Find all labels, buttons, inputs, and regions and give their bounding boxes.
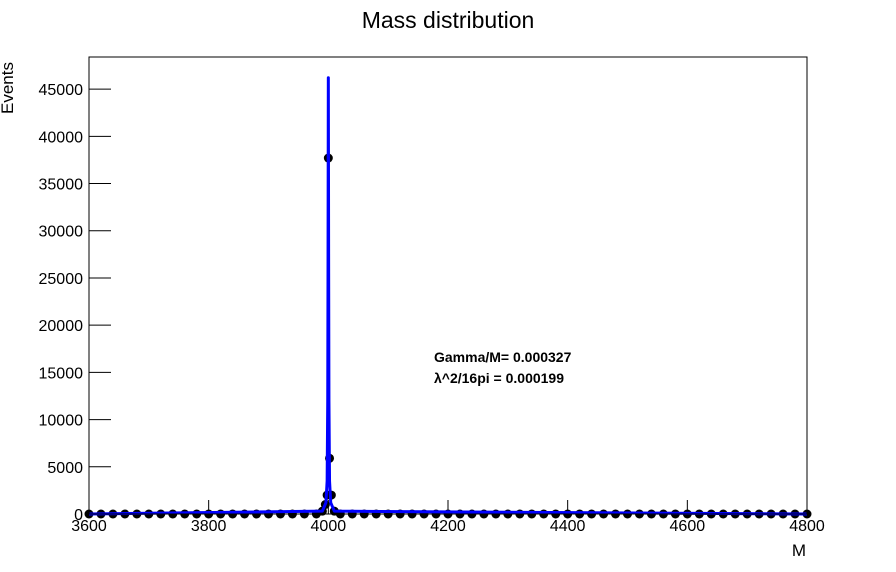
y-tick-label: 30000 — [39, 224, 84, 241]
x-tick-label: 4000 — [311, 518, 347, 535]
x-tick-label: 3600 — [71, 518, 107, 535]
y-tick-label: 40000 — [39, 129, 84, 146]
x-tick-label: 3800 — [191, 518, 227, 535]
x-tick-label: 4400 — [550, 518, 586, 535]
frame — [88, 56, 808, 515]
y-tick-label: 20000 — [39, 318, 84, 335]
x-tick-label: 4200 — [430, 518, 466, 535]
annotation: λ^2/16pi = 0.000199 — [434, 370, 564, 386]
y-tick-label: 10000 — [39, 413, 84, 430]
y-tick-label: 5000 — [47, 460, 83, 477]
y-tick-label: 0 — [74, 507, 83, 524]
y-tick-label: 25000 — [39, 271, 84, 288]
x-tick-label: 4600 — [670, 518, 706, 535]
y-axis-label: Events — [0, 62, 17, 114]
y-tick-label: 15000 — [39, 365, 84, 382]
chart-title: Mass distribution — [362, 7, 535, 33]
fit-line — [88, 76, 808, 516]
x-tick-label: 4800 — [789, 518, 825, 535]
annotation: Gamma/M= 0.000327 — [434, 349, 572, 365]
y-tick-label: 35000 — [39, 177, 84, 194]
x-axis-label: M — [792, 541, 806, 560]
y-tick-label: 45000 — [39, 82, 84, 99]
